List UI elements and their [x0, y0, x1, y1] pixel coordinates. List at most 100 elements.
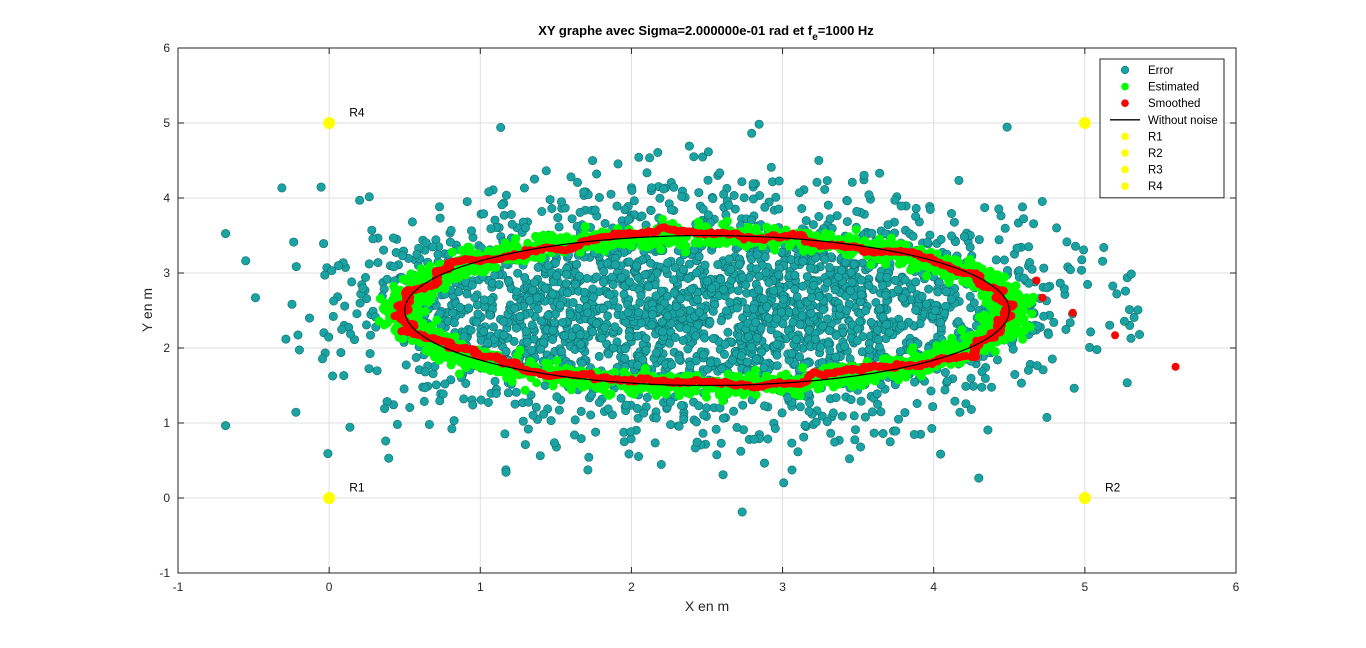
error-point	[463, 290, 471, 298]
error-point	[1077, 266, 1085, 274]
error-point	[913, 399, 921, 407]
error-point	[573, 260, 581, 268]
error-point	[879, 429, 887, 437]
error-point	[854, 325, 862, 333]
error-point	[1029, 220, 1037, 228]
error-point	[562, 270, 570, 278]
error-point	[926, 205, 934, 213]
error-point	[841, 258, 849, 266]
error-point	[978, 383, 986, 391]
error-point	[368, 226, 376, 234]
error-point	[885, 328, 893, 336]
error-point	[823, 278, 831, 286]
error-point	[875, 169, 883, 177]
error-point	[622, 401, 630, 409]
error-point	[837, 266, 845, 274]
error-point	[788, 466, 796, 474]
estimated-point	[498, 367, 507, 376]
error-point	[918, 292, 926, 300]
error-point	[865, 345, 873, 353]
error-point	[683, 325, 691, 333]
error-point	[1125, 305, 1133, 313]
error-point	[874, 335, 882, 343]
error-point	[359, 284, 367, 292]
error-point	[532, 403, 540, 411]
error-point	[936, 318, 944, 326]
error-point	[600, 267, 608, 275]
error-point	[549, 326, 557, 334]
error-point	[714, 260, 722, 268]
error-point	[865, 191, 873, 199]
error-point	[924, 285, 932, 293]
error-point	[1123, 379, 1131, 387]
error-point	[373, 367, 381, 375]
error-point	[1003, 123, 1011, 131]
error-point	[807, 309, 815, 317]
error-point	[735, 260, 743, 268]
error-point	[936, 450, 944, 458]
error-point	[1135, 330, 1143, 338]
error-point	[1028, 265, 1036, 273]
estimated-point	[641, 364, 650, 373]
error-point	[595, 352, 603, 360]
error-point	[580, 288, 588, 296]
error-point	[815, 292, 823, 300]
error-point	[773, 351, 781, 359]
error-point	[802, 216, 810, 224]
error-point	[592, 319, 600, 327]
error-point	[749, 195, 757, 203]
error-point	[669, 276, 677, 284]
error-point	[709, 194, 717, 202]
error-point	[611, 261, 619, 269]
error-point	[666, 398, 674, 406]
error-point	[595, 398, 603, 406]
error-point	[699, 351, 707, 359]
error-point	[774, 271, 782, 279]
error-point	[454, 288, 462, 296]
error-point	[621, 345, 629, 353]
error-point	[1043, 284, 1051, 292]
error-point	[551, 319, 559, 327]
error-point	[672, 303, 680, 311]
error-point	[789, 318, 797, 326]
error-point	[592, 273, 600, 281]
error-point	[685, 142, 693, 150]
error-point	[497, 123, 505, 131]
estimated-point	[913, 264, 922, 273]
error-point	[941, 386, 949, 394]
error-point	[943, 377, 951, 385]
estimated-point	[1027, 309, 1036, 318]
error-point	[690, 153, 698, 161]
error-point	[626, 278, 634, 286]
error-point	[617, 273, 625, 281]
error-point	[647, 206, 655, 214]
error-point	[656, 194, 664, 202]
error-point	[530, 175, 538, 183]
error-point	[862, 306, 870, 314]
error-point	[831, 286, 839, 294]
error-point	[886, 438, 894, 446]
error-point	[643, 169, 651, 177]
error-point	[865, 281, 873, 289]
error-point	[658, 328, 666, 336]
error-point	[981, 203, 989, 211]
error-point	[727, 265, 735, 273]
error-point	[695, 252, 703, 260]
error-point	[847, 268, 855, 276]
estimated-point	[533, 234, 542, 243]
error-point	[374, 258, 382, 266]
estimated-point	[424, 344, 433, 353]
error-point	[625, 450, 633, 458]
error-point	[480, 327, 488, 335]
error-point	[1120, 317, 1128, 325]
error-point	[832, 393, 840, 401]
error-point	[242, 257, 250, 265]
error-point	[221, 421, 229, 429]
error-point	[1044, 330, 1052, 338]
error-point	[892, 427, 900, 435]
error-point	[709, 334, 717, 342]
error-point	[577, 407, 585, 415]
estimated-point	[399, 275, 408, 284]
error-point	[850, 260, 858, 268]
error-point	[329, 312, 337, 320]
